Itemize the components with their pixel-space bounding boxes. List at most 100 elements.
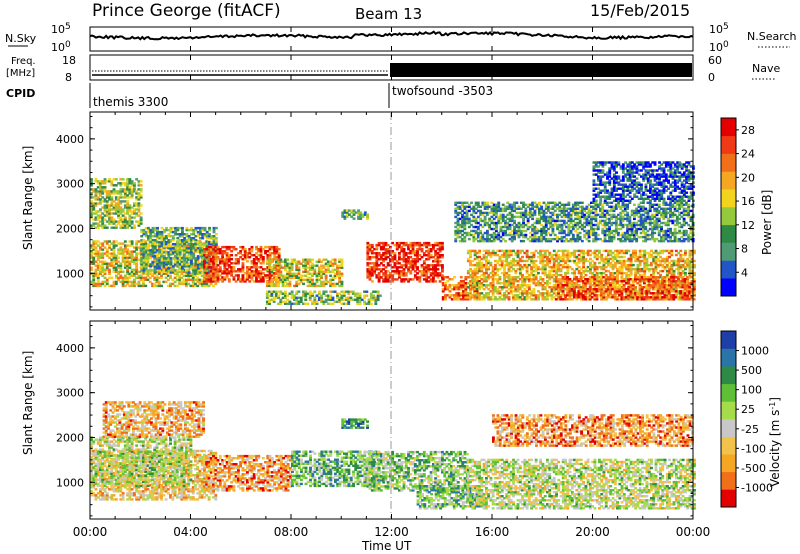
power-cell <box>188 271 191 273</box>
power-cell <box>334 259 337 261</box>
power-cell <box>237 260 240 262</box>
power-cell <box>135 242 138 244</box>
power-cell <box>441 264 444 266</box>
power-cell <box>140 194 143 196</box>
freq-tick-bottom: 8 <box>65 71 72 84</box>
power-cell <box>106 281 109 283</box>
power-cell <box>441 248 444 250</box>
power-cell <box>341 273 344 275</box>
power-cell <box>372 295 375 297</box>
power-cell <box>584 290 587 292</box>
power-cell <box>478 252 481 254</box>
power-cell <box>124 216 127 218</box>
power-cell <box>480 262 483 264</box>
power-cell <box>126 227 129 229</box>
power-cell <box>208 227 211 229</box>
power-cell <box>510 252 513 254</box>
rti-figure: Prince George (fitACF) Beam 13 15/Feb/20… <box>0 0 800 554</box>
station-title: Prince George (fitACF) <box>92 1 281 21</box>
power-cell <box>251 248 254 250</box>
power-cell <box>526 250 529 252</box>
power-cell <box>508 274 511 276</box>
power-cell <box>609 290 612 292</box>
power-cell <box>251 246 254 248</box>
power-cell <box>460 276 463 278</box>
power-cell <box>575 276 578 278</box>
power-cell <box>394 252 397 254</box>
power-cell <box>270 261 273 263</box>
power-cell <box>553 250 556 252</box>
power-cell <box>104 186 107 188</box>
power-cell <box>313 269 316 271</box>
power-cell <box>490 262 493 264</box>
power-cell <box>156 227 159 229</box>
cpid-program-1: themis 3300 <box>93 95 168 109</box>
power-cell <box>230 254 233 256</box>
power-cell <box>679 250 682 252</box>
power-cell <box>140 204 143 206</box>
power-cell <box>145 259 148 261</box>
power-cell <box>421 248 424 250</box>
power-cell <box>508 296 511 298</box>
power-cell <box>467 276 470 278</box>
power-cell <box>215 237 218 239</box>
power-cell <box>302 283 305 285</box>
power-cell <box>97 240 100 242</box>
power-cell <box>643 250 646 252</box>
power-cell <box>684 252 687 254</box>
power-cell <box>163 247 166 249</box>
power-cell <box>165 281 168 283</box>
power-cell <box>275 246 278 248</box>
nsky-tick-top: 105 <box>51 22 71 36</box>
power-cell <box>519 252 522 254</box>
nsky-panel: N.Sky 105 100 105 100 N.Search <box>5 22 797 54</box>
power-cell <box>542 278 545 280</box>
power-cell <box>537 272 540 274</box>
power-cell <box>140 184 143 186</box>
power-cell <box>115 281 118 283</box>
power-cell <box>122 178 125 180</box>
nsky-tick-bottom: 100 <box>51 40 71 54</box>
power-cell <box>535 250 538 252</box>
power-cell <box>600 254 603 256</box>
power-cell <box>244 248 247 250</box>
power-cell <box>329 295 332 297</box>
power-cell <box>260 246 263 248</box>
power-cell <box>582 250 585 252</box>
power-cell <box>140 212 143 214</box>
power-cell <box>186 269 189 271</box>
power-cell <box>359 293 362 295</box>
power-cell <box>533 252 536 254</box>
power-cell <box>313 297 316 299</box>
power-cell <box>325 275 328 277</box>
power-cell <box>255 246 258 248</box>
power-cell <box>176 240 179 242</box>
power-cell <box>634 252 637 254</box>
power-cell <box>492 250 495 252</box>
power-cell <box>291 291 294 293</box>
beam-title: Beam 13 <box>355 5 422 23</box>
power-cell <box>684 250 687 252</box>
power-cell <box>391 274 394 276</box>
power-cell <box>170 259 173 261</box>
power-cell <box>204 227 207 229</box>
power-cell <box>371 280 374 282</box>
power-cell <box>97 227 100 229</box>
power-cell <box>126 269 129 271</box>
power-cell <box>441 242 444 244</box>
power-cell <box>242 274 245 276</box>
power-cell <box>298 267 301 269</box>
power-cell <box>557 290 560 292</box>
power-cell <box>405 274 408 276</box>
power-cell <box>160 285 163 287</box>
power-cell <box>377 297 380 299</box>
power-cell <box>589 250 592 252</box>
power-cell <box>235 248 238 250</box>
power-cell <box>464 282 467 284</box>
power-cell <box>634 250 637 252</box>
power-cell <box>614 264 617 266</box>
power-cell <box>186 261 189 263</box>
power-cell <box>298 269 301 271</box>
power-cell <box>560 274 563 276</box>
